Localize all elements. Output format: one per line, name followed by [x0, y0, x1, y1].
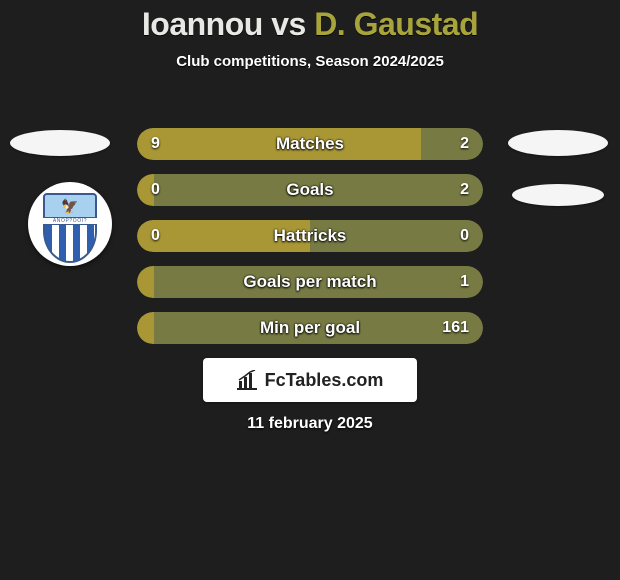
stat-row: Goals02 — [137, 174, 483, 206]
comparison-bars: Matches92 Goals02 Hattricks00 Goals per mat… — [137, 128, 483, 358]
stat-row: Min per goal161 — [137, 312, 483, 344]
stat-bar-left — [137, 174, 154, 206]
player1-carousel-placeholder — [10, 130, 110, 156]
bar-chart-icon — [237, 370, 259, 390]
stat-row: Hattricks00 — [137, 220, 483, 252]
title-vs: vs — [271, 6, 306, 42]
stat-bar-right — [154, 174, 483, 206]
stat-bar-left — [137, 312, 154, 344]
stat-bar-left — [137, 266, 154, 298]
player2-carousel-placeholder-2 — [512, 184, 604, 206]
title-player1: Ioannou — [142, 6, 263, 42]
branding-text: FcTables.com — [265, 370, 384, 391]
player2-carousel-placeholder-1 — [508, 130, 608, 156]
eagle-icon: 🦅 — [61, 198, 78, 215]
branding: FcTables.com — [203, 358, 417, 402]
stat-bar-right — [154, 312, 483, 344]
club-name-band: ANOP?OOI? — [43, 217, 97, 225]
stat-row: Goals per match1 — [137, 266, 483, 298]
club-badge: 🦅 ANOP?OOI? — [28, 182, 112, 266]
page-title: Ioannou vs D. Gaustad — [0, 6, 620, 43]
stat-bar-right — [310, 220, 483, 252]
stat-bar-left — [137, 128, 421, 160]
date: 11 february 2025 — [0, 415, 620, 433]
stat-bar-right — [421, 128, 483, 160]
stat-row: Matches92 — [137, 128, 483, 160]
stat-bar-right — [154, 266, 483, 298]
title-player2: D. Gaustad — [314, 6, 478, 42]
stat-bar-left — [137, 220, 310, 252]
subtitle: Club competitions, Season 2024/2025 — [0, 53, 620, 70]
club-shield-icon: 🦅 ANOP?OOI? — [43, 193, 97, 255]
